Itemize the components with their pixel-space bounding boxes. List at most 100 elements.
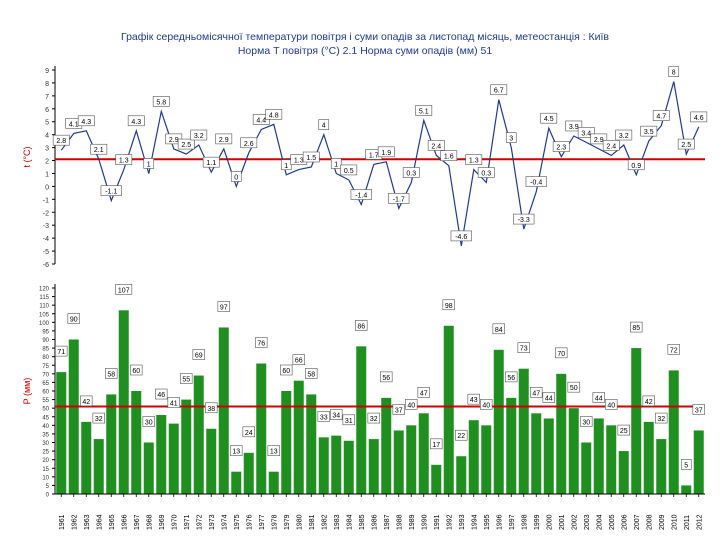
precipitation-data-label: 40 xyxy=(480,399,493,410)
precipitation-label-text: 56 xyxy=(382,375,390,382)
precipitation-bar xyxy=(243,452,254,494)
temperature-label-box xyxy=(127,115,145,127)
temperature-label-box xyxy=(52,134,70,146)
temperature-label-box xyxy=(577,127,595,138)
x-tick-label: 1982 xyxy=(321,514,328,530)
precipitation-data-label: 85 xyxy=(630,321,643,333)
temperature-label-text: 3 xyxy=(509,136,513,143)
temperature-label-text: 2.1 xyxy=(94,147,104,154)
precipitation-bar xyxy=(381,397,392,494)
temperature-data-label: 2.4 xyxy=(602,140,620,151)
temperature-label-box xyxy=(477,167,495,178)
precipitation-bar xyxy=(506,397,517,494)
precipitation-tick-label: 45 xyxy=(42,415,49,421)
x-tick-label: 1969 xyxy=(159,514,166,530)
temperature-data-label: 1.6 xyxy=(440,150,458,162)
precipitation-data-label: 30 xyxy=(580,416,593,427)
temperature-tick-label: -2 xyxy=(43,210,49,217)
temperature-label-text: 1.6 xyxy=(444,154,454,161)
precipitation-label-box xyxy=(255,337,268,348)
temperature-label-box xyxy=(90,143,108,155)
temperature-tick-label: 5 xyxy=(45,120,49,127)
precipitation-label-box xyxy=(442,299,455,311)
temperature-data-label: 0.3 xyxy=(402,167,420,178)
temperature-label-box xyxy=(265,109,283,120)
temperature-label-text: 3.2 xyxy=(194,133,204,140)
precipitation-label-text: 24 xyxy=(245,430,253,437)
x-tick-label: 1977 xyxy=(259,514,266,530)
temperature-data-label: 2.9 xyxy=(215,133,233,145)
precipitation-tick-label: 50 xyxy=(42,407,49,413)
precipitation-bar xyxy=(556,373,567,494)
precipitation-label-box xyxy=(417,387,430,398)
precipitation-data-label: 30 xyxy=(142,416,155,427)
precipitation-panel: 0 5 10 15 20 25 30 35 40 45 50 55 60 65 70 75 80 85 90 95 10… xyxy=(39,284,705,499)
temperature-tick-label: 6 xyxy=(45,107,49,114)
temperature-label-text: 2.5 xyxy=(181,142,191,149)
precipitation-tick-label: 80 xyxy=(42,355,49,361)
precipitation-data-label: 37 xyxy=(392,404,405,415)
precipitation-tick-label: 0 xyxy=(46,493,50,499)
x-tick-label: 1968 xyxy=(146,514,153,530)
precipitation-label-text: 86 xyxy=(357,323,365,330)
precipitation-label-text: 5 xyxy=(684,462,688,469)
temperature-label-text: 4.4 xyxy=(256,117,266,124)
precipitation-label-box xyxy=(355,320,368,331)
precipitation-label-text: 32 xyxy=(370,416,378,423)
precipitation-label-text: 41 xyxy=(170,401,178,408)
temperature-label-text: 8 xyxy=(672,70,676,77)
precipitation-data-label: 50 xyxy=(567,381,580,393)
precipitation-data-label: 47 xyxy=(417,387,430,398)
precipitation-label-box xyxy=(55,345,68,357)
temperature-label-box xyxy=(302,151,320,163)
temperature-label-box xyxy=(525,176,547,187)
temperature-tick-label: 8 xyxy=(45,81,49,88)
precipitation-label-text: 13 xyxy=(270,449,278,456)
temperature-data-label: 0 xyxy=(230,171,242,182)
precipitation-label-box xyxy=(242,426,255,438)
precipitation-label-text: 107 xyxy=(118,287,130,294)
x-tick-label: 1967 xyxy=(134,514,141,530)
precipitation-label-text: 31 xyxy=(345,418,353,425)
temperature-data-label: 4.3 xyxy=(77,115,95,127)
temperature-data-label: 1 xyxy=(330,158,342,169)
precipitation-bar xyxy=(68,339,79,494)
precipitation-data-label: 66 xyxy=(292,354,305,366)
precipitation-label-text: 46 xyxy=(157,392,165,399)
temperature-data-label: 1.9 xyxy=(377,146,395,158)
precipitation-bar xyxy=(518,368,529,494)
precipitation-label-text: 47 xyxy=(532,390,540,397)
temperature-tick-label: -1 xyxy=(43,197,49,204)
x-tick-label: 1975 xyxy=(234,514,241,530)
x-tick-label: 1986 xyxy=(371,514,378,530)
x-tick-label: 1973 xyxy=(209,514,216,530)
temperature-data-label: 3.2 xyxy=(190,129,208,141)
x-tick-label: 1996 xyxy=(496,514,503,530)
x-tick-label: 1965 xyxy=(109,514,116,530)
precipitation-bar xyxy=(643,421,654,494)
precipitation-bar xyxy=(493,349,504,494)
x-tick-label: 2002 xyxy=(571,514,578,530)
temperature-data-label: -1.7 xyxy=(388,193,410,204)
precipitation-bar xyxy=(431,464,442,494)
temperature-data-label: 0.9 xyxy=(627,159,645,171)
precipitation-label-box xyxy=(280,364,293,376)
precipitation-data-label: 31 xyxy=(342,414,355,426)
precipitation-tick-label: 70 xyxy=(42,372,49,378)
precipitation-tick-label: 110 xyxy=(39,304,49,310)
precipitation-data-label: 37 xyxy=(692,404,705,415)
precipitation-label-text: 56 xyxy=(507,375,515,382)
temperature-data-label: 3.4 xyxy=(577,127,595,138)
temperature-label-box xyxy=(402,167,420,178)
precipitation-data-label: 24 xyxy=(242,426,255,438)
temperature-label-text: 2.9 xyxy=(594,137,604,144)
temperature-label-text: 4.3 xyxy=(81,119,91,126)
precipitation-label-box xyxy=(505,371,518,383)
precipitation-tick-label: 15 xyxy=(42,467,49,473)
x-tick-label: 2009 xyxy=(659,514,666,530)
precipitation-data-label: 86 xyxy=(355,320,368,331)
precipitation-label-box xyxy=(330,409,343,420)
temperature-label-box xyxy=(505,132,517,143)
temperature-label-text: 2.3 xyxy=(556,145,566,152)
temperature-data-label: 8 xyxy=(668,66,680,77)
